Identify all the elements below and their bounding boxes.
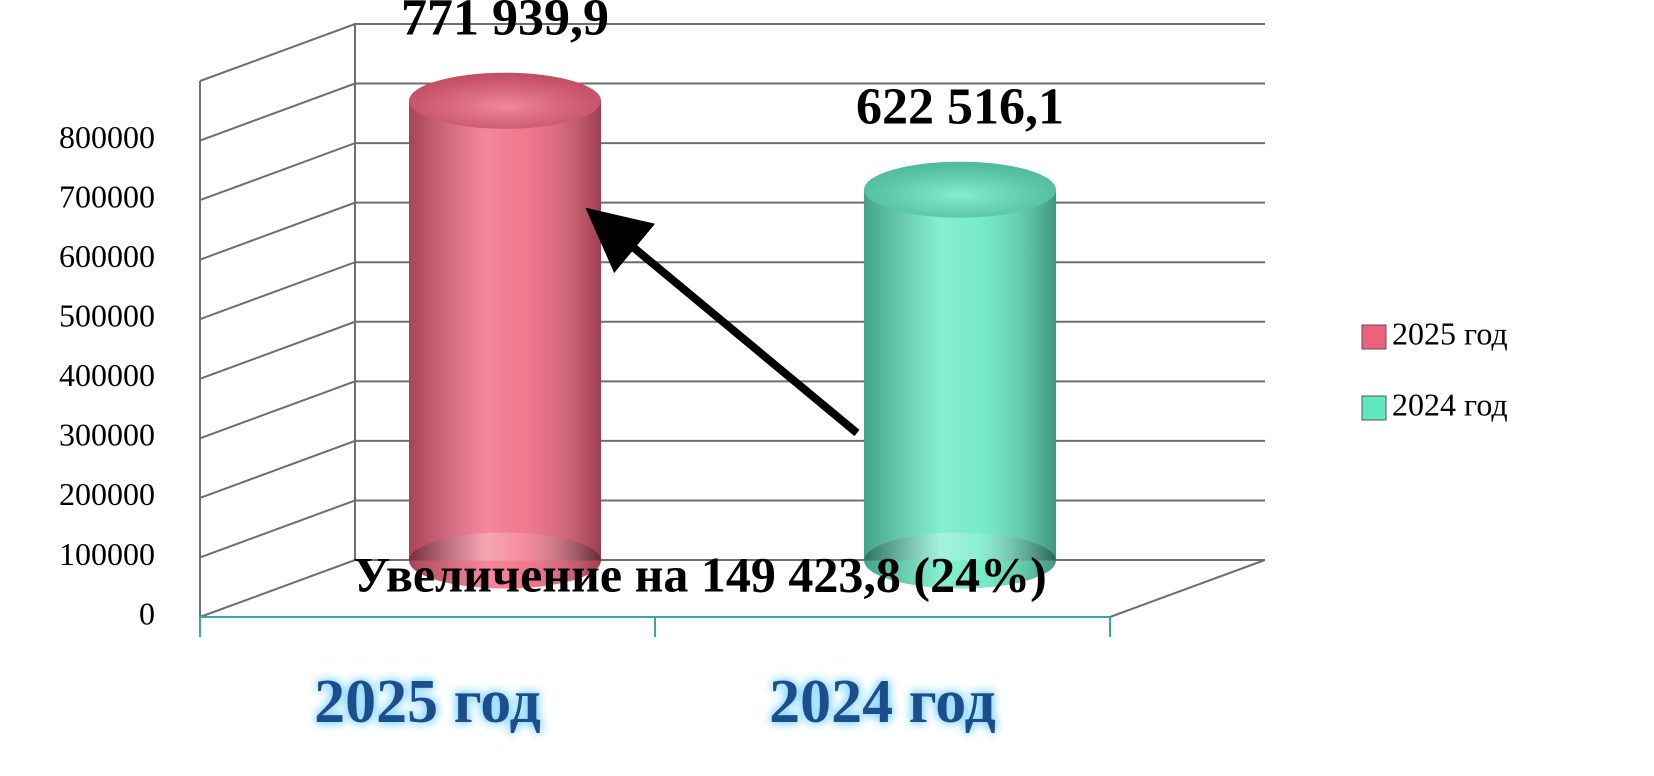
legend-swatch (1361, 395, 1387, 421)
grid-line (199, 82, 1265, 142)
value-label: 771 939,9 (401, 0, 609, 47)
bar-top-shade (409, 72, 601, 129)
bar-shade (409, 100, 601, 561)
y-tick-label: 400000 (59, 357, 155, 393)
x-tick-label: 2024 год (769, 668, 996, 736)
marks (409, 72, 1056, 589)
legend-label: 2024 год (1392, 386, 1508, 422)
bar-top-shade (864, 161, 1056, 218)
y-tick-label: 500000 (59, 298, 155, 334)
y-tick-label: 800000 (59, 119, 155, 155)
grid-line (199, 261, 1265, 321)
grid-line (199, 380, 1265, 440)
walls (199, 23, 1266, 637)
grid-line (199, 23, 1265, 82)
floor-edge (1109, 559, 1266, 618)
grid-line (199, 439, 1265, 499)
grid-line (199, 201, 1265, 261)
y-tick-label: 300000 (59, 417, 155, 453)
y-tick-label: 200000 (59, 476, 155, 512)
legend-label: 2025 год (1392, 315, 1508, 351)
y-tick-label: 0 (139, 595, 155, 631)
y-tick-label: 100000 (59, 536, 155, 572)
arrow (585, 207, 860, 437)
annotation: Увеличение на 149 423,8 (24%) (353, 546, 1046, 602)
y-tick-label: 600000 (59, 238, 155, 274)
y-tick-label: 700000 (59, 178, 155, 214)
value-label: 622 516,1 (856, 79, 1064, 136)
legend-swatch (1361, 324, 1387, 350)
x-tick-label: 2025 год (314, 668, 541, 736)
grid-line (199, 142, 1265, 202)
bar-shade (864, 189, 1056, 561)
